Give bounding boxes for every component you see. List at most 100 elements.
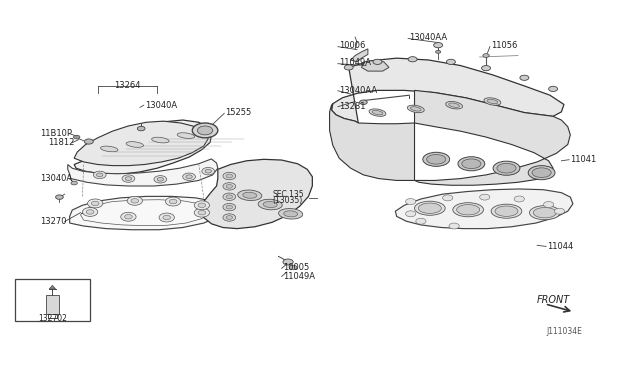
Circle shape xyxy=(131,199,139,203)
Ellipse shape xyxy=(487,99,498,104)
Text: J111034E: J111034E xyxy=(547,327,582,336)
Ellipse shape xyxy=(100,146,118,152)
Circle shape xyxy=(88,199,103,208)
Circle shape xyxy=(163,215,171,220)
Text: SEC.135: SEC.135 xyxy=(272,190,304,199)
Circle shape xyxy=(548,86,557,92)
Circle shape xyxy=(226,195,232,199)
Text: 13040AA: 13040AA xyxy=(339,86,378,95)
Ellipse shape xyxy=(415,201,445,215)
Ellipse shape xyxy=(152,137,169,143)
Circle shape xyxy=(483,54,489,57)
Circle shape xyxy=(122,175,135,182)
Circle shape xyxy=(289,265,297,270)
Circle shape xyxy=(92,201,99,206)
Ellipse shape xyxy=(445,102,463,109)
Circle shape xyxy=(223,193,236,201)
Circle shape xyxy=(186,175,192,179)
Ellipse shape xyxy=(484,98,501,105)
Circle shape xyxy=(344,65,353,70)
Ellipse shape xyxy=(493,161,520,175)
Text: FRONT: FRONT xyxy=(537,295,570,305)
Text: 13264: 13264 xyxy=(114,81,140,90)
Ellipse shape xyxy=(407,105,424,113)
Circle shape xyxy=(84,139,93,144)
Circle shape xyxy=(416,218,426,224)
Text: 132702: 132702 xyxy=(38,314,67,323)
Polygon shape xyxy=(74,121,208,166)
Ellipse shape xyxy=(529,206,560,220)
Text: 13040A: 13040A xyxy=(40,174,72,183)
Bar xyxy=(15,279,90,321)
Circle shape xyxy=(197,126,212,135)
Text: 13040A: 13040A xyxy=(145,101,177,110)
Circle shape xyxy=(436,50,441,53)
Text: 11812: 11812 xyxy=(49,138,75,147)
Ellipse shape xyxy=(369,109,386,116)
Text: 10005: 10005 xyxy=(283,263,309,272)
Circle shape xyxy=(520,75,529,80)
Ellipse shape xyxy=(263,202,277,208)
Ellipse shape xyxy=(237,190,262,201)
Circle shape xyxy=(434,42,443,48)
Circle shape xyxy=(125,215,132,219)
Text: 11044: 11044 xyxy=(547,241,573,250)
Circle shape xyxy=(449,223,460,229)
Ellipse shape xyxy=(372,110,383,115)
Ellipse shape xyxy=(533,208,556,218)
Ellipse shape xyxy=(427,154,446,164)
Polygon shape xyxy=(351,49,368,62)
Circle shape xyxy=(192,123,218,138)
Circle shape xyxy=(86,210,94,214)
Circle shape xyxy=(443,195,453,201)
Circle shape xyxy=(194,208,209,217)
Ellipse shape xyxy=(410,107,421,111)
Circle shape xyxy=(481,65,490,71)
Circle shape xyxy=(226,185,232,188)
Circle shape xyxy=(447,59,456,64)
Circle shape xyxy=(226,216,232,219)
Polygon shape xyxy=(396,189,573,229)
Circle shape xyxy=(159,213,174,222)
Circle shape xyxy=(121,212,136,221)
Polygon shape xyxy=(74,120,211,174)
Circle shape xyxy=(283,259,293,265)
Text: 11B10P: 11B10P xyxy=(40,128,72,138)
Text: 10006: 10006 xyxy=(339,41,365,51)
Ellipse shape xyxy=(449,103,460,108)
Bar xyxy=(46,295,59,314)
Polygon shape xyxy=(330,104,415,180)
Circle shape xyxy=(223,183,236,190)
Ellipse shape xyxy=(491,204,522,218)
Circle shape xyxy=(223,203,236,211)
Circle shape xyxy=(97,173,103,177)
Polygon shape xyxy=(202,159,312,229)
Ellipse shape xyxy=(243,192,257,198)
Circle shape xyxy=(479,194,490,200)
Ellipse shape xyxy=(457,205,479,215)
Circle shape xyxy=(157,177,164,181)
Ellipse shape xyxy=(462,159,481,169)
Text: 15255: 15255 xyxy=(225,108,252,117)
Polygon shape xyxy=(415,90,570,185)
Ellipse shape xyxy=(258,199,282,210)
Polygon shape xyxy=(68,159,218,186)
Ellipse shape xyxy=(278,209,303,219)
Ellipse shape xyxy=(458,157,484,171)
Circle shape xyxy=(360,100,367,105)
Text: 13040AA: 13040AA xyxy=(410,33,447,42)
Circle shape xyxy=(182,173,195,180)
Circle shape xyxy=(198,211,205,215)
Circle shape xyxy=(154,176,167,183)
Ellipse shape xyxy=(528,166,555,180)
Circle shape xyxy=(56,195,63,199)
Text: 11049A: 11049A xyxy=(339,58,371,67)
Text: 13270: 13270 xyxy=(40,217,67,226)
Polygon shape xyxy=(332,58,564,123)
Circle shape xyxy=(71,181,77,185)
Ellipse shape xyxy=(419,203,442,214)
Circle shape xyxy=(198,203,205,208)
Circle shape xyxy=(194,201,209,210)
Ellipse shape xyxy=(497,163,516,173)
Ellipse shape xyxy=(284,211,298,217)
